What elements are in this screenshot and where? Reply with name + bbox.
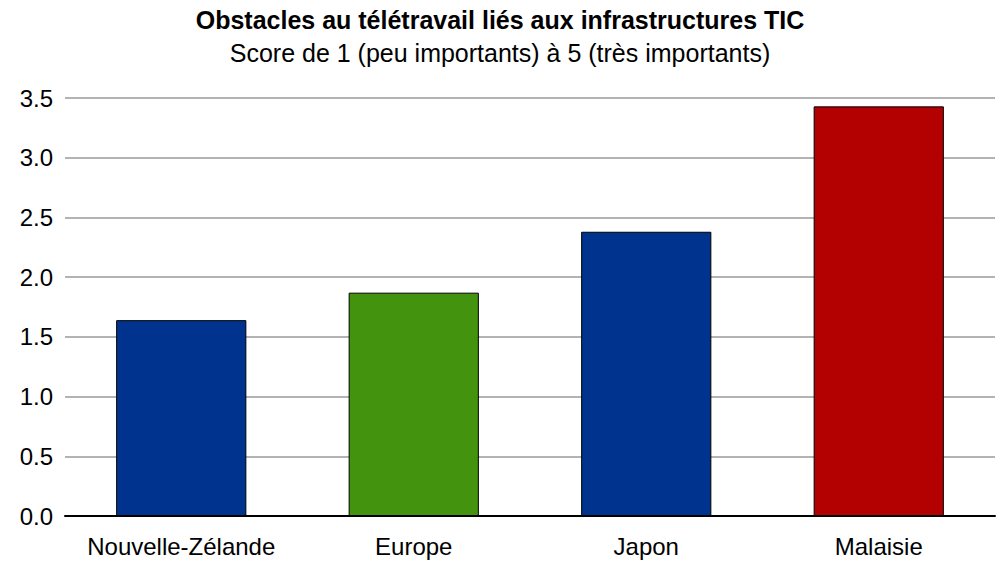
- svg-text:2.0: 2.0: [20, 264, 53, 291]
- svg-text:Score de 1 (peu importants) à: Score de 1 (peu importants) à 5 (très im…: [230, 39, 771, 67]
- svg-text:Nouvelle-Zélande: Nouvelle-Zélande: [87, 533, 275, 560]
- svg-text:1.5: 1.5: [20, 323, 53, 350]
- svg-text:Europe: Europe: [375, 533, 452, 560]
- svg-text:0.0: 0.0: [20, 503, 53, 530]
- svg-text:Japon: Japon: [614, 533, 679, 560]
- svg-text:3.0: 3.0: [20, 144, 53, 171]
- svg-text:0.5: 0.5: [20, 443, 53, 470]
- svg-text:3.5: 3.5: [20, 85, 53, 112]
- svg-text:2.5: 2.5: [20, 204, 53, 231]
- svg-text:1.0: 1.0: [20, 383, 53, 410]
- svg-text:Malaisie: Malaisie: [835, 533, 923, 560]
- svg-text:Obstacles au télétravail liés: Obstacles au télétravail liés aux infras…: [196, 6, 805, 34]
